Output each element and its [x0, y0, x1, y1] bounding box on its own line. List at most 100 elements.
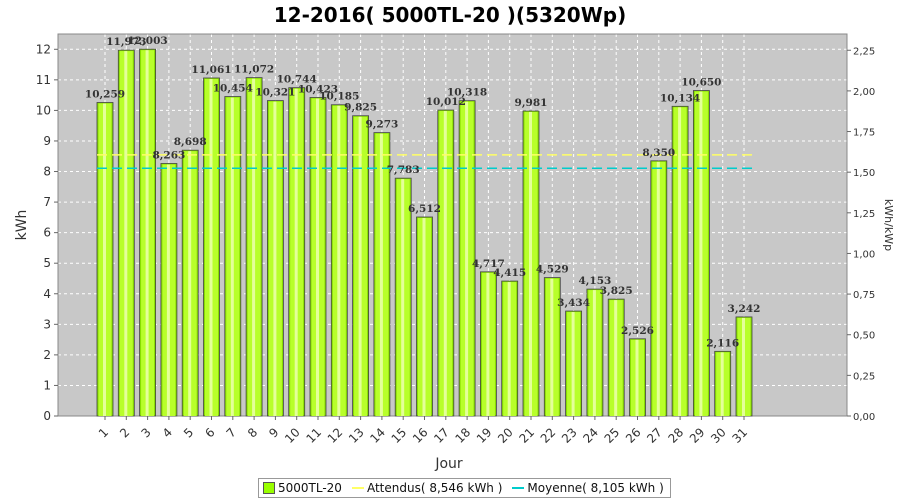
- x-tick-label: 1: [96, 425, 111, 440]
- y-right-tick-label: 1,50: [853, 168, 875, 179]
- data-label: 10,744: [277, 74, 317, 86]
- y-right-tick-label: 2,25: [853, 46, 875, 57]
- y-axis-label: kWh: [14, 210, 30, 241]
- x-tick-label: 30: [708, 425, 729, 446]
- y-tick-label: 5: [43, 256, 51, 270]
- data-label: 10,321: [255, 87, 295, 99]
- data-label: 10,454: [213, 83, 253, 95]
- data-label: 10,423: [298, 83, 338, 95]
- bar: [117, 49, 135, 417]
- data-label: 9,981: [515, 97, 548, 109]
- x-tick-label: 31: [729, 425, 750, 446]
- y-right-tick-label: 0,75: [853, 290, 875, 301]
- bar: [139, 48, 157, 417]
- data-label: 9,273: [365, 119, 398, 131]
- bar: [543, 277, 561, 417]
- bar: [714, 350, 732, 417]
- bar: [266, 100, 284, 417]
- y-right-tick-label: 1,25: [853, 209, 875, 220]
- data-label: 4,153: [578, 275, 611, 287]
- x-tick-label: 15: [389, 425, 410, 446]
- data-label: 4,717: [472, 258, 505, 270]
- x-tick-label: 25: [602, 425, 623, 446]
- bar: [245, 77, 263, 417]
- x-tick-label: 18: [453, 425, 474, 446]
- legend-label-moyenne: Moyenne( 8,105 kWh ): [527, 481, 664, 495]
- bar: [330, 104, 348, 417]
- bar: [96, 102, 114, 417]
- x-tick-label: 13: [346, 425, 367, 446]
- y-right-tick-label: 0,00: [853, 412, 875, 423]
- bar: [288, 87, 306, 417]
- data-label: 4,529: [536, 264, 569, 276]
- data-label: 6,512: [408, 203, 441, 215]
- x-tick-label: 9: [266, 425, 281, 440]
- data-label: 8,263: [152, 149, 185, 161]
- x-tick-label: 16: [410, 425, 431, 446]
- x-tick-label: 24: [580, 425, 601, 446]
- bar: [565, 310, 582, 417]
- bar: [181, 149, 199, 417]
- bar: [607, 298, 625, 417]
- bar: [352, 115, 370, 417]
- data-label: 11,072: [234, 64, 274, 76]
- x-tick-label: 17: [431, 425, 452, 446]
- y-tick-label: 6: [43, 226, 51, 240]
- x-tick-label: 19: [474, 425, 495, 446]
- x-tick-label: 26: [623, 425, 644, 446]
- bar: [586, 288, 604, 417]
- x-axis: 1 2 3 4 5 6 7 8 9 10 11 12 13 14 15 16 17 18 19 20 21 22 23 24 2…: [96, 416, 750, 446]
- x-tick-label: 11: [303, 425, 324, 446]
- legend-item-series: 5000TL-20: [263, 481, 342, 495]
- data-label: 7,783: [387, 164, 420, 176]
- y-right-tick-label: 2,00: [853, 87, 875, 98]
- data-label: 10,259: [85, 88, 125, 100]
- y-right-tick-label: 0,25: [853, 371, 875, 382]
- x-tick-label: 5: [181, 425, 196, 440]
- legend-label-series: 5000TL-20: [278, 481, 342, 495]
- legend-swatch-series: [263, 482, 275, 494]
- x-tick-label: 7: [224, 425, 239, 440]
- bar: [629, 338, 646, 417]
- x-tick-label: 21: [516, 425, 537, 446]
- data-label: 4,415: [493, 267, 526, 279]
- x-tick-label: 12: [325, 425, 346, 446]
- bar: [458, 100, 476, 417]
- bar: [479, 271, 497, 417]
- x-tick-label: 10: [282, 425, 303, 446]
- x-tick-label: 6: [202, 425, 217, 440]
- y-tick-label: 3: [43, 317, 51, 331]
- x-tick-label: 14: [367, 425, 388, 446]
- bar: [160, 163, 178, 417]
- legend: 5000TL-20 Attendus( 8,546 kWh ) Moyenne(…: [258, 478, 671, 498]
- x-tick-label: 8: [245, 425, 260, 440]
- y-tick-label: 1: [43, 378, 51, 392]
- bar: [224, 96, 242, 417]
- data-label: 8,698: [174, 136, 207, 148]
- legend-item-moyenne: Moyenne( 8,105 kWh ): [512, 481, 664, 495]
- bar: [394, 177, 412, 417]
- y-tick-label: 0: [43, 409, 51, 423]
- legend-label-attendus: Attendus( 8,546 kWh ): [366, 481, 503, 495]
- chart-title: 12-2016( 5000TL-20 )(5320Wp): [274, 3, 627, 27]
- data-label: 10,318: [447, 87, 487, 99]
- bar: [522, 110, 540, 417]
- data-label: 11,973: [106, 36, 146, 48]
- data-label: 2,116: [706, 337, 739, 349]
- data-label: 2,526: [621, 325, 654, 337]
- y-tick-label: 7: [43, 195, 51, 209]
- legend-item-attendus: Attendus( 8,546 kWh ): [351, 481, 503, 495]
- data-label: 9,825: [344, 102, 377, 114]
- bars: [96, 48, 753, 417]
- bar: [416, 216, 433, 417]
- x-tick-label: 22: [538, 425, 559, 446]
- data-label: 10,012: [426, 96, 466, 108]
- bar: [650, 160, 668, 417]
- y-tick-label: 12: [36, 42, 51, 56]
- x-tick-label: 2: [117, 425, 132, 440]
- legend-swatch-moyenne: [512, 487, 525, 489]
- x-tick-label: 20: [495, 425, 516, 446]
